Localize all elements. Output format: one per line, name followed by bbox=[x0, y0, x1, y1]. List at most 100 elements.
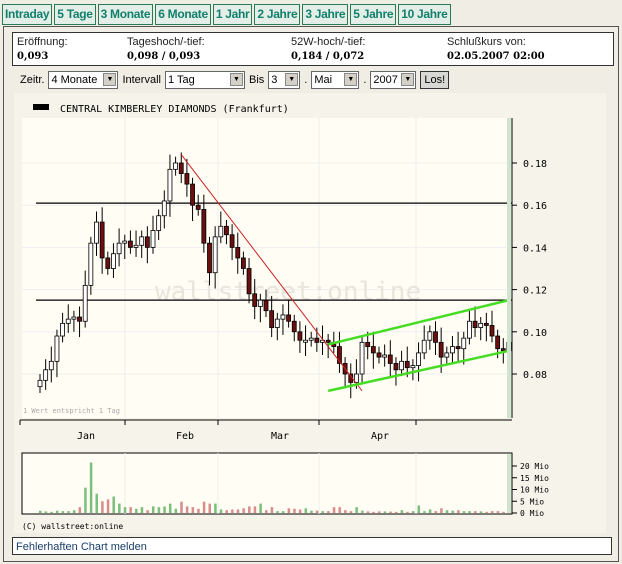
volume-bar bbox=[208, 503, 211, 513]
zeitraum-select[interactable]: 4 Monate ▼ bbox=[48, 71, 119, 89]
volume-bar bbox=[417, 505, 421, 513]
volume-bar bbox=[344, 510, 347, 513]
chart-note: 1 Wert entspricht 1 Tag bbox=[23, 407, 120, 415]
candle bbox=[161, 200, 167, 217]
candle bbox=[207, 242, 212, 274]
volume-tick-label: 20 Mio bbox=[520, 462, 549, 471]
volume-bar bbox=[225, 510, 228, 513]
tab-6-monate[interactable]: 6 Monate bbox=[155, 4, 211, 25]
volume-bar bbox=[214, 503, 217, 513]
copyright: (C) wallstreet:online bbox=[22, 522, 123, 531]
candle bbox=[105, 257, 111, 269]
volume-bar bbox=[355, 507, 358, 513]
volume-tick-label: 5 Mio bbox=[520, 497, 544, 506]
volume-bar bbox=[361, 510, 364, 513]
candle bbox=[195, 204, 201, 210]
candle bbox=[325, 339, 331, 343]
y-tick-label: 0.08 bbox=[523, 370, 547, 381]
report-chart-link[interactable]: Fehlerhaften Chart melden bbox=[12, 537, 612, 555]
candle bbox=[246, 268, 252, 295]
quote-info: Eröffnung: 0,093 Tageshoch/-tief: 0,098 / … bbox=[12, 32, 614, 66]
year-select[interactable]: 2007 ▼ bbox=[370, 71, 417, 89]
candle bbox=[71, 316, 77, 320]
candle bbox=[370, 346, 376, 354]
volume-bar bbox=[123, 507, 127, 513]
candle bbox=[60, 322, 65, 337]
tab-5-tage[interactable]: 5 Tage bbox=[54, 4, 96, 25]
candle bbox=[201, 209, 207, 244]
candle bbox=[99, 221, 105, 259]
candle bbox=[184, 173, 190, 185]
candle bbox=[466, 320, 472, 339]
volume-bar bbox=[112, 496, 115, 513]
watermark: wallstreet:online bbox=[155, 277, 421, 307]
tab-10-jahre[interactable]: 10 Jahre bbox=[398, 4, 451, 25]
tab-5-jahre[interactable]: 5 Jahre bbox=[350, 4, 397, 25]
volume-bar bbox=[265, 510, 268, 513]
volume-bar bbox=[180, 501, 183, 513]
volume-bar bbox=[146, 510, 149, 513]
range-tabs: Intraday 5 Tage 3 Monate 6 Monate 1 Jahr… bbox=[2, 4, 451, 25]
candle bbox=[133, 244, 139, 248]
trend-line-channel-lower bbox=[327, 349, 510, 393]
volume-bar bbox=[242, 508, 245, 513]
volume-bar bbox=[332, 507, 336, 513]
tab-1-jahr[interactable]: 1 Jahr bbox=[212, 4, 253, 25]
los-button[interactable]: Los! bbox=[420, 71, 450, 89]
tab-3-monate[interactable]: 3 Monate bbox=[97, 4, 154, 25]
candle bbox=[421, 339, 427, 354]
volume-bar bbox=[338, 507, 341, 513]
candle bbox=[111, 253, 116, 269]
candle bbox=[144, 236, 150, 248]
info-close-date: Schlußkurs von: 02.05.2007 02:00 bbox=[447, 36, 545, 62]
volume-bar bbox=[400, 510, 404, 513]
volume-bar bbox=[496, 511, 500, 513]
candle bbox=[483, 322, 489, 326]
tab-intraday[interactable]: Intraday bbox=[2, 4, 53, 25]
candle bbox=[65, 318, 71, 324]
candle bbox=[297, 331, 303, 341]
volume-bar bbox=[197, 508, 200, 513]
price-chart: CENTRAL KIMBERLEY DIAMONDS (Frankfurt) w… bbox=[19, 104, 549, 531]
volume-bar bbox=[287, 508, 291, 513]
intervall-select[interactable]: 1 Tag ▼ bbox=[164, 71, 245, 89]
candle bbox=[286, 314, 292, 322]
y-tick-label: 0.14 bbox=[523, 243, 547, 254]
candle bbox=[495, 335, 501, 350]
candle bbox=[359, 341, 365, 375]
candle bbox=[173, 162, 179, 170]
x-tick-label: Apr bbox=[371, 431, 389, 442]
chevron-down-icon: ▼ bbox=[103, 73, 117, 86]
volume-bar bbox=[468, 511, 471, 513]
volume-bar bbox=[95, 493, 98, 513]
month-select[interactable]: Mai ▼ bbox=[311, 71, 360, 89]
candle bbox=[450, 346, 455, 354]
volume-bar bbox=[298, 509, 302, 513]
volume-bar bbox=[445, 510, 449, 513]
candle bbox=[410, 365, 416, 369]
chevron-down-icon: ▼ bbox=[344, 73, 358, 86]
tab-3-jahre[interactable]: 3 Jahre bbox=[302, 4, 349, 25]
candle bbox=[235, 246, 241, 259]
candle bbox=[43, 369, 49, 381]
candle bbox=[48, 360, 54, 371]
candle bbox=[280, 314, 286, 320]
volume-bar bbox=[118, 503, 121, 513]
volume-bar bbox=[270, 507, 274, 513]
tab-2-jahre[interactable]: 2 Jahre bbox=[254, 4, 301, 25]
candle bbox=[156, 215, 162, 231]
candle bbox=[404, 360, 410, 369]
day-select[interactable]: 3 ▼ bbox=[268, 71, 301, 89]
candle bbox=[257, 299, 263, 307]
chart-title: CENTRAL KIMBERLEY DIAMONDS (Frankfurt) bbox=[60, 104, 289, 115]
volume-bar bbox=[259, 503, 262, 513]
separator: . bbox=[363, 74, 367, 86]
volume-bar bbox=[276, 511, 279, 513]
candle bbox=[122, 240, 128, 244]
x-tick-label: Mar bbox=[271, 431, 289, 442]
y-tick-label: 0.10 bbox=[523, 328, 547, 339]
volume-bar bbox=[157, 507, 161, 513]
volume-panel bbox=[21, 452, 513, 515]
volume-bar bbox=[39, 510, 42, 513]
candle bbox=[427, 331, 433, 341]
